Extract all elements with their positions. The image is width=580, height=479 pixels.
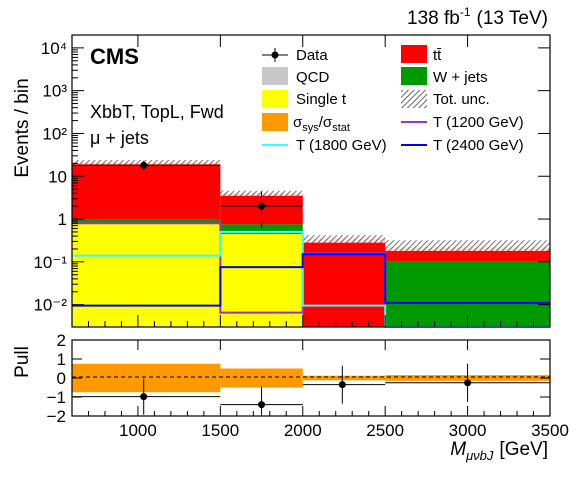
channel-label: μ + jets	[90, 128, 149, 148]
main-ytick-label-0: 10⁻²	[33, 296, 67, 315]
legend-ttbar-swatch	[401, 45, 427, 63]
main-ytick-label-5: 10³	[42, 82, 67, 101]
legend-t2400: T (2400 GeV)	[401, 137, 524, 154]
main-ytick-label-1: 10⁻¹	[33, 253, 67, 272]
pull-ytick-label-4: 2	[57, 331, 66, 350]
legend-sys-stat-swatch	[262, 113, 288, 131]
stack-bar-2-0	[72, 219, 221, 224]
legend-t1200: T (1200 GeV)	[401, 114, 524, 131]
cms-label: CMS	[90, 44, 139, 69]
data-points	[72, 160, 303, 229]
legend-single-t-swatch	[262, 90, 288, 108]
legend-wjets-swatch	[401, 67, 427, 85]
lumi-label: 138 fb-1 (13 TeV)	[407, 5, 548, 29]
main-ytick-label-4: 10²	[42, 124, 67, 143]
legend: Data tt̄ QCD W + jets Single t Tot. unc.…	[262, 45, 524, 154]
svg-text:T (1800 GeV): T (1800 GeV)	[296, 137, 387, 154]
data-point-0	[140, 161, 148, 169]
pull-ytick-label-1: −1	[47, 388, 66, 407]
pull-point-1	[258, 401, 266, 409]
data-point-1	[258, 202, 266, 210]
category-label: XbbT, TopL, Fwd	[90, 102, 224, 122]
pull-ytick-label-2: 0	[57, 369, 66, 388]
legend-sys-stat: σsys/σstat	[262, 113, 350, 134]
pull-point-2	[338, 381, 346, 389]
signal-line-2	[72, 253, 550, 307]
pull-band-0	[72, 363, 221, 393]
legend-wjets: W + jets	[401, 67, 488, 86]
stack-bar-3-2	[302, 238, 386, 327]
stack-bar-2-1	[220, 224, 303, 234]
pull-xtick-label-0: 1000	[119, 421, 157, 440]
pull-xtick-label-3: 2500	[366, 421, 404, 440]
main-ytick-label-6: 10⁴	[41, 39, 67, 58]
pull-band-1	[220, 368, 303, 388]
svg-text:Tot. unc.: Tot. unc.	[433, 91, 490, 108]
svg-text:σsys/σstat: σsys/σstat	[293, 114, 350, 134]
main-y-axis-title: Events / bin	[12, 78, 33, 177]
legend-qcd: QCD	[262, 67, 330, 86]
pull-band-2	[302, 375, 386, 381]
pull-ytick-label-0: −2	[47, 407, 66, 426]
svg-text:Data: Data	[296, 47, 328, 64]
pull-xtick-label-1: 1500	[201, 421, 239, 440]
unc-band-0	[72, 159, 221, 165]
main-ytick-label-3: 10	[48, 167, 67, 186]
pull-xtick-label-2: 2000	[284, 421, 322, 440]
svg-text:T (1200 GeV): T (1200 GeV)	[433, 114, 524, 131]
unc-band-2	[302, 235, 386, 243]
legend-tot-unc: Tot. unc.	[401, 90, 490, 108]
legend-single-t: Single t	[262, 90, 347, 108]
stack-bar-0-1	[220, 233, 303, 327]
stack-bar-3-0	[72, 162, 221, 220]
legend-tot-unc-swatch	[401, 90, 427, 108]
legend-ttbar: tt̄	[401, 45, 442, 64]
svg-text:Single t: Single t	[296, 91, 347, 108]
unc-band-3	[385, 240, 550, 251]
pull-y-axis-title: Pull	[12, 346, 33, 378]
x-axis-title: MμνbJ [GeV]	[450, 439, 548, 463]
pull-point-3	[464, 379, 472, 387]
stack-bar-0-0	[72, 223, 221, 327]
pull-point-0	[140, 393, 148, 401]
pull-xtick-label-4: 3000	[449, 421, 487, 440]
main-ytick-label-2: 1	[58, 210, 67, 229]
legend-data: Data	[262, 47, 328, 64]
svg-text:tt̄: tt̄	[433, 47, 442, 64]
main-panel-ticks: 10⁻² 10⁻¹ 1 10 10² 10³ 10⁴	[33, 35, 551, 327]
legend-t1800: T (1800 GeV)	[262, 137, 387, 154]
pull-points	[72, 363, 550, 416]
legend-qcd-swatch	[262, 67, 288, 85]
pull-xtick-label-5: 3500	[531, 421, 569, 440]
svg-text:QCD: QCD	[296, 69, 330, 86]
main-panel-frame	[71, 34, 551, 328]
svg-text:W + jets: W + jets	[433, 69, 488, 86]
pull-ytick-label-3: 1	[57, 350, 66, 369]
svg-text:T (2400 GeV): T (2400 GeV)	[433, 137, 524, 154]
